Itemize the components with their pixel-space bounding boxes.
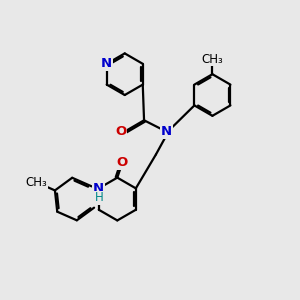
Text: N: N: [93, 182, 104, 195]
Text: N: N: [100, 57, 112, 70]
Text: O: O: [116, 156, 128, 169]
Text: H: H: [95, 191, 103, 204]
Text: CH₃: CH₃: [26, 176, 47, 189]
Text: O: O: [115, 125, 126, 138]
Text: CH₃: CH₃: [202, 53, 223, 66]
Text: N: N: [161, 125, 172, 138]
